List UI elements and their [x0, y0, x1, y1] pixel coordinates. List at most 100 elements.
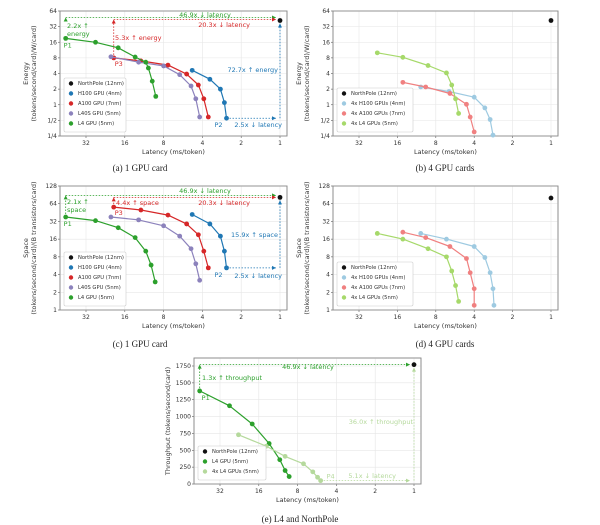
data-point — [471, 244, 477, 249]
data-point — [207, 76, 213, 82]
data-point — [467, 270, 473, 276]
annotation-label: 1.3x ↑ throughput — [202, 374, 263, 382]
data-point — [449, 82, 455, 88]
y-tick-label: 8 — [326, 55, 330, 62]
x-tick-label: 1 — [278, 314, 282, 321]
data-point — [143, 59, 149, 65]
chart-e: 32 16 8 4 2 1 0 250 500 750 1000 1250 1500 1750 Latenc… — [164, 357, 422, 504]
data-point — [318, 478, 324, 484]
arrow-head — [111, 197, 116, 202]
x-tick-label: 8 — [162, 140, 166, 147]
data-point — [310, 469, 316, 475]
series-l4_4x_e — [236, 432, 324, 484]
x-tick-label: 16 — [121, 314, 129, 321]
series-h100_4x — [418, 231, 497, 308]
legend-entry: A100 GPU (7nm) — [78, 275, 121, 281]
data-point — [115, 225, 121, 231]
y-tick-label: 8 — [53, 55, 57, 62]
y-tick-label: 2 — [53, 289, 57, 296]
y-axis-label: Space — [295, 238, 303, 258]
data-point — [201, 248, 207, 254]
point-label: P1 — [202, 394, 210, 402]
data-point — [224, 115, 229, 121]
data-point — [456, 299, 462, 304]
data-point — [63, 214, 69, 220]
x-axis-label: Latency (ms/token) — [276, 496, 339, 504]
series-northpole — [548, 195, 554, 201]
legend-box — [336, 261, 414, 307]
x-tick-label: 1 — [412, 488, 416, 495]
y-tick-label: 750 — [180, 430, 192, 437]
data-point — [286, 474, 292, 479]
data-point — [197, 114, 203, 120]
legend-entry: H100 GPU (4nm) — [78, 265, 122, 271]
legend: NorthPole (12nm) H100 GPU (4nm) A100 GPU (… — [63, 251, 127, 307]
data-point — [277, 457, 283, 463]
data-point — [491, 302, 497, 308]
x-tick-label: 16 — [394, 314, 402, 321]
data-point — [201, 96, 207, 102]
data-point — [205, 265, 211, 271]
annotation-label: 2.1x ↑ — [67, 198, 89, 206]
data-point — [149, 78, 155, 84]
data-point — [207, 221, 213, 227]
y-tick-label: 250 — [180, 464, 192, 471]
arrow-head — [278, 200, 282, 205]
legend-marker — [341, 295, 347, 300]
legend-marker — [202, 459, 208, 464]
data-point — [161, 223, 167, 229]
y-axis-label: Throughput (tokens/second/card) — [164, 367, 172, 476]
data-point — [456, 111, 462, 116]
point-label: P1 — [64, 220, 72, 228]
series-l40s — [108, 54, 203, 120]
x-tick-label: 32 — [355, 140, 363, 147]
plot-border — [332, 10, 559, 137]
annotation-label: 2.5x ↓ latency — [234, 121, 282, 129]
x-axis-label: Latency (ms/token) — [142, 148, 205, 156]
series-a100 — [111, 204, 211, 271]
annotation-label: 2.2x ↑ — [67, 22, 89, 30]
series-l4 — [197, 388, 292, 479]
legend-entry: L40S GPU (5nm) — [78, 111, 121, 117]
data-point — [447, 91, 453, 96]
chart-c: 32 16 8 4 2 1 1 2 4 8 16 32 64 128 Latency (ms/token) S… — [22, 181, 288, 330]
x-tick-label: 2 — [239, 314, 243, 321]
series-a100 — [111, 55, 211, 120]
point-label: P2 — [215, 121, 223, 129]
legend-box — [197, 445, 267, 481]
annotation-label: 72.7x ↑ energy — [227, 66, 278, 74]
y-tick-label: 8 — [326, 254, 330, 261]
x-tick-label: 2 — [511, 314, 515, 321]
data-point — [218, 233, 223, 239]
data-point — [315, 474, 320, 480]
data-point — [108, 214, 114, 220]
series-l40s — [108, 214, 203, 283]
data-point — [161, 63, 167, 69]
data-point — [447, 244, 453, 249]
x-axis-label: Latency (ms/token) — [414, 148, 477, 156]
annotation-label: 20.3x ↓ latency — [198, 199, 250, 207]
y-axis-label: Energy — [22, 62, 30, 85]
legend-entry: H100 GPU (4nm) — [78, 91, 122, 97]
x-tick-label: 8 — [162, 314, 166, 321]
annotations-c: 46.9x ↓ latency 20.3x ↓ latency 2.1x ↑spac… — [63, 187, 282, 280]
data-point — [374, 50, 380, 56]
data-point — [548, 18, 554, 23]
legend-entry: 4x A100 GPUs (7nm) — [351, 285, 405, 291]
data-point — [132, 54, 138, 60]
x-tick-label: 16 — [394, 140, 402, 147]
annotation-label: 36.0x ↑ throughput — [349, 418, 414, 426]
series-h100_4x — [418, 84, 496, 138]
data-point — [136, 59, 142, 65]
plot-border — [59, 10, 288, 137]
legend-entry: 4x L4 GPUs (5nm) — [212, 469, 259, 475]
data-point — [453, 283, 458, 288]
x-tick-label: 32 — [216, 488, 224, 495]
y-axis-label: (tokens/second/card)/(B transistors/card… — [30, 181, 38, 314]
data-point — [418, 231, 424, 236]
data-point — [93, 39, 98, 45]
series-northpole — [277, 18, 283, 23]
arrow-head — [63, 195, 68, 200]
legend-marker — [202, 449, 208, 454]
data-point — [282, 468, 288, 473]
